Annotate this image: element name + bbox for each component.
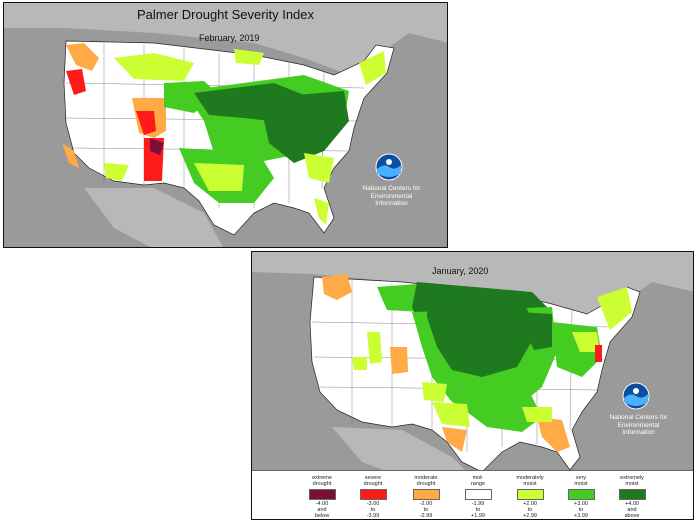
legend-label: mid-range bbox=[470, 475, 486, 487]
pdsi-patches-feb-2019 bbox=[62, 43, 386, 225]
legend-label: extreme drought bbox=[312, 475, 332, 487]
legend-label: moderate drought bbox=[414, 475, 438, 487]
pdsi-patches-jan-2020 bbox=[322, 274, 632, 452]
legend-swatch bbox=[412, 489, 440, 500]
legend-item-extreme-drought: extreme drought -4.00 and below bbox=[300, 471, 344, 519]
credit-line-2: Environmental bbox=[617, 421, 660, 429]
legend-swatch bbox=[567, 489, 595, 500]
legend-swatch bbox=[308, 489, 336, 500]
noaa-logo-icon bbox=[622, 382, 650, 410]
legend-label: severe drought bbox=[363, 475, 383, 487]
credit-line-1: National Centers for bbox=[362, 185, 421, 192]
credit-line-3: Information bbox=[622, 429, 655, 436]
mexico-land bbox=[84, 188, 223, 247]
legend-range: +4.00 and above bbox=[624, 501, 640, 519]
legend-range: +2.00 to +2.99 bbox=[523, 501, 537, 519]
legend-label: very moist bbox=[574, 475, 588, 487]
legend-swatch bbox=[359, 489, 387, 500]
legend-item-very-moist: very moist +3.00 to +3.99 bbox=[559, 471, 603, 519]
legend-range: -4.00 and below bbox=[314, 501, 330, 519]
credit-line-2: Environmental bbox=[370, 192, 413, 200]
legend-item-moderately-moist: moderately moist +2.00 to +2.99 bbox=[508, 471, 552, 519]
map-title: Palmer Drought Severity Index bbox=[136, 7, 315, 22]
us-map-feb-2019 bbox=[4, 3, 447, 247]
map-feb-2019: Palmer Drought Severity Index February, … bbox=[3, 2, 448, 248]
map-jan-2020: January, 2020 National Centers for Envir… bbox=[251, 251, 694, 520]
pdsi-legend: extreme drought -4.00 and below severe droug… bbox=[252, 470, 693, 519]
legend-item-mid-range: mid-range -1.99 to +1.99 bbox=[456, 471, 500, 519]
legend-label: moderately moist bbox=[516, 475, 544, 487]
legend-swatch bbox=[516, 489, 544, 500]
credit-line-1: National Centers for bbox=[609, 414, 668, 421]
noaa-credit: National Centers for Environmental Infor… bbox=[596, 414, 681, 437]
map-period-label: January, 2020 bbox=[432, 266, 489, 276]
legend-swatch bbox=[464, 489, 492, 500]
legend-swatch bbox=[618, 489, 646, 500]
noaa-logo-icon bbox=[375, 153, 403, 181]
legend-range: -2.00 to -2.99 bbox=[419, 501, 433, 519]
noaa-credit: National Centers for Environmental Infor… bbox=[349, 185, 434, 208]
legend-range: +3.00 to +3.99 bbox=[574, 501, 588, 519]
legend-label: extremely moist bbox=[620, 475, 644, 487]
canada-land bbox=[4, 3, 447, 73]
legend-item-extremely-moist: extremely moist +4.00 and above bbox=[610, 471, 654, 519]
legend-item-severe-drought: severe drought -3.00 to -3.99 bbox=[351, 471, 395, 519]
legend-item-moderate-drought: moderate drought -2.00 to -2.99 bbox=[404, 471, 448, 519]
legend-range: -1.99 to +1.99 bbox=[471, 501, 485, 519]
credit-line-3: Information bbox=[375, 200, 408, 207]
mexico-land bbox=[332, 427, 472, 477]
map-period-label: February, 2019 bbox=[199, 33, 260, 43]
us-map-jan-2020 bbox=[252, 252, 693, 477]
legend-range: -3.00 to -3.99 bbox=[366, 501, 380, 519]
